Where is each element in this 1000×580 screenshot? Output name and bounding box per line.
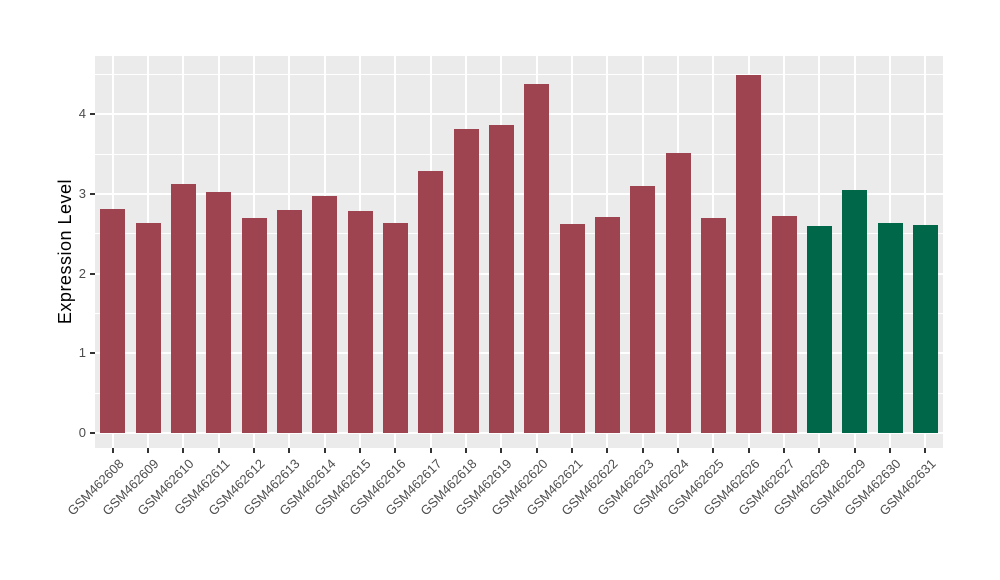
x-tick-mark (147, 448, 149, 453)
major-gridline (95, 113, 943, 116)
bar-GSM462620 (524, 83, 550, 433)
bar-GSM462621 (559, 224, 585, 433)
x-tick-mark (889, 448, 891, 453)
x-tick-mark (747, 448, 750, 453)
plot-panel (95, 56, 943, 448)
x-tick-mark (818, 448, 821, 453)
x-tick-mark (641, 448, 644, 453)
x-tick-mark (712, 448, 715, 453)
x-tick-mark (783, 448, 785, 453)
major-gridline (95, 432, 943, 434)
y-tick-mark (90, 113, 95, 116)
minor-gridline (95, 392, 943, 394)
x-tick-mark (924, 448, 927, 453)
bar-GSM462622 (594, 217, 620, 433)
bar-GSM462609 (135, 222, 161, 433)
x-tick-mark (571, 448, 573, 453)
bar-GSM462629 (842, 189, 868, 433)
bar-GSM462628 (806, 225, 832, 433)
x-tick-mark (677, 448, 679, 453)
minor-gridline (95, 153, 943, 155)
bar-GSM462623 (630, 185, 656, 433)
minor-gridline (95, 312, 943, 314)
x-tick-mark (182, 448, 185, 453)
bar-GSM462614 (312, 196, 338, 433)
x-tick-mark (359, 448, 361, 453)
x-tick-mark (323, 448, 326, 453)
y-tick-mark (90, 272, 95, 275)
x-tick-mark (111, 448, 114, 453)
bar-GSM462619 (488, 125, 514, 433)
y-tick-mark (90, 432, 95, 434)
y-tick-label: 2 (78, 265, 86, 281)
bar-GSM462624 (665, 153, 691, 433)
y-tick-label: 4 (78, 106, 86, 122)
y-tick-label: 1 (78, 345, 86, 361)
bar-GSM462631 (912, 225, 938, 433)
x-tick-mark (429, 448, 432, 453)
bar-GSM462626 (736, 75, 762, 433)
x-tick-mark (217, 448, 220, 453)
bar-GSM462627 (771, 216, 797, 433)
x-tick-mark (535, 448, 538, 453)
major-gridline (95, 272, 943, 275)
x-tick-mark (394, 448, 397, 453)
x-tick-mark (253, 448, 255, 453)
bar-GSM462630 (877, 223, 903, 433)
x-tick-mark (288, 448, 291, 453)
y-tick-label: 0 (78, 425, 86, 440)
bar-GSM462616 (382, 223, 408, 433)
y-tick-label: 3 (78, 185, 86, 201)
bar-GSM462611 (206, 191, 232, 433)
bar-GSM462610 (170, 183, 196, 433)
x-tick-mark (606, 448, 609, 453)
bar-GSM462618 (453, 129, 479, 433)
x-tick-mark (500, 448, 503, 453)
y-tick-mark (90, 192, 95, 195)
bar-GSM462625 (700, 217, 726, 433)
bar-GSM462615 (347, 210, 373, 433)
minor-gridline (95, 73, 943, 75)
bar-GSM462612 (241, 217, 267, 433)
minor-gridline (95, 233, 943, 235)
bar-GSM462613 (276, 209, 302, 433)
x-tick-mark (853, 448, 856, 453)
major-gridline (95, 352, 943, 355)
bar-GSM462608 (100, 209, 126, 433)
major-gridline (95, 192, 943, 195)
bar-GSM462617 (418, 170, 444, 433)
y-tick-mark (90, 352, 95, 355)
x-tick-mark (465, 448, 467, 453)
